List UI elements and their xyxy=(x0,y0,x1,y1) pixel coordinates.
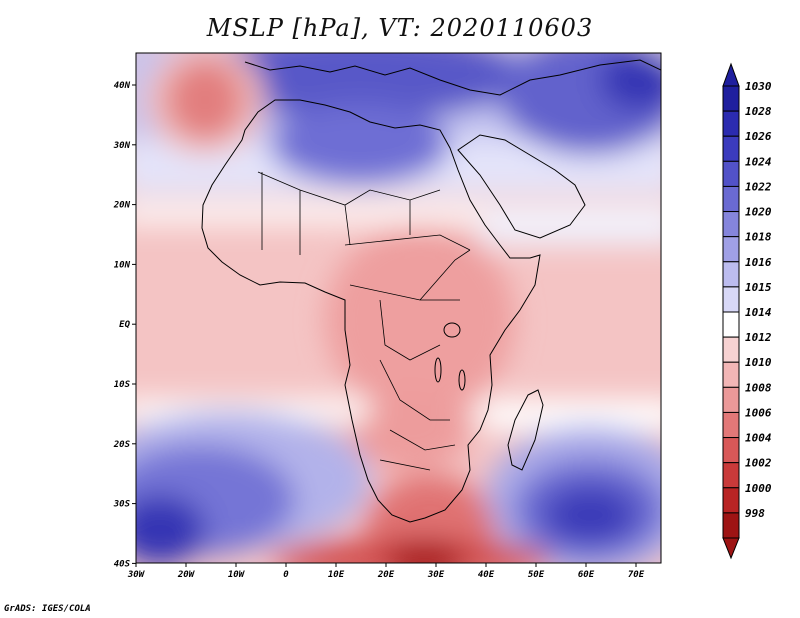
colorbar-segment xyxy=(722,386,740,413)
colorbar-segment xyxy=(722,512,740,539)
colorbar-top-arrow xyxy=(722,62,740,87)
colorbar-segment xyxy=(722,261,740,288)
colorbar-label: 1006 xyxy=(745,406,772,419)
lon-tick-label: 50E xyxy=(528,570,545,580)
pressure-field xyxy=(136,53,661,563)
colorbar: 1030 1028 1026 1024 1022 1020 1018 1016 1015 1014… xyxy=(722,62,772,560)
colorbar-label: 1026 xyxy=(745,130,772,143)
colorbar-segment xyxy=(722,437,740,464)
colorbar-label: 1008 xyxy=(745,381,772,394)
coastlines xyxy=(201,59,661,523)
lon-tick-label: 20W xyxy=(177,570,196,580)
lon-tick-label: 70E xyxy=(628,570,645,580)
lon-tick-label: 40E xyxy=(478,570,495,580)
colorbar-label: 1015 xyxy=(745,281,772,294)
lat-tick-label: 40N xyxy=(114,81,131,91)
lon-tick-label: 60E xyxy=(578,570,595,580)
lat-tick-label: EQ xyxy=(119,320,130,330)
lon-tick-label: 10W xyxy=(228,570,246,580)
colorbar-segment xyxy=(722,462,740,489)
colorbar-segment xyxy=(722,487,740,514)
colorbar-label: 1030 xyxy=(745,80,772,93)
colorbar-label: 1018 xyxy=(745,231,772,244)
colorbar-label: 1014 xyxy=(745,306,772,319)
colorbar-label: 1028 xyxy=(745,105,772,118)
colorbar-segment xyxy=(722,311,740,338)
lat-tick-label: 20S xyxy=(113,440,131,450)
colorbar-segment xyxy=(722,236,740,263)
lat-tick-label: 20N xyxy=(113,201,131,211)
madagascar-outline xyxy=(507,389,544,471)
lon-tick-label: 20E xyxy=(377,570,395,580)
colorbar-label: 1002 xyxy=(745,457,772,470)
lon-tick-label: 30W xyxy=(127,570,146,580)
colorbar-label: 1020 xyxy=(745,206,772,219)
colorbar-segment xyxy=(722,211,740,238)
colorbar-segment xyxy=(722,185,740,213)
colorbar-segment xyxy=(722,135,740,162)
arabia-outline xyxy=(457,134,586,239)
colorbar-label: 1010 xyxy=(745,356,772,369)
plot-frame xyxy=(135,52,662,564)
colorbar-label: 1022 xyxy=(745,180,772,193)
colorbar-segment xyxy=(722,160,740,187)
colorbar-label: 1000 xyxy=(745,482,772,495)
colorbar-label: 1016 xyxy=(745,256,772,269)
lon-tick-label: 30E xyxy=(427,570,445,580)
colorbar-segment xyxy=(722,110,740,137)
lon-tick-label: 0 xyxy=(283,570,289,580)
colorbar-segment xyxy=(722,411,740,439)
colorbar-label: 1024 xyxy=(745,155,772,168)
colorbar-segment xyxy=(722,85,740,112)
colorbar-segment xyxy=(722,286,740,313)
lat-tick-label: 30S xyxy=(113,500,131,510)
colorbar-label: 998 xyxy=(745,507,765,520)
longitude-axis: 30W 20W 10W 0 10E 20E 30E 40E 50E 60E 70E xyxy=(127,563,645,580)
colorbar-segment xyxy=(722,336,740,363)
colorbar-segment xyxy=(722,361,740,388)
colorbar-label: 1004 xyxy=(745,432,772,445)
colorbar-bottom-arrow xyxy=(722,537,740,560)
colorbar-label: 1012 xyxy=(745,331,772,344)
africa-outline xyxy=(201,99,541,523)
europe-coast xyxy=(244,59,661,96)
lon-tick-label: 10E xyxy=(328,570,345,580)
credit-text: GrADS: IGES/COLA xyxy=(4,604,91,614)
lat-tick-label: 30N xyxy=(113,141,131,151)
latitude-axis: 40N 30N 20N 10N EQ 10S 20S 30S 40S xyxy=(113,81,136,569)
lat-tick-label: 10N xyxy=(114,260,131,270)
lat-tick-label: 10S xyxy=(114,380,131,390)
lat-tick-label: 40S xyxy=(114,559,131,569)
map-title: MSLP [hPa], VT: 2020110603 xyxy=(206,14,594,42)
